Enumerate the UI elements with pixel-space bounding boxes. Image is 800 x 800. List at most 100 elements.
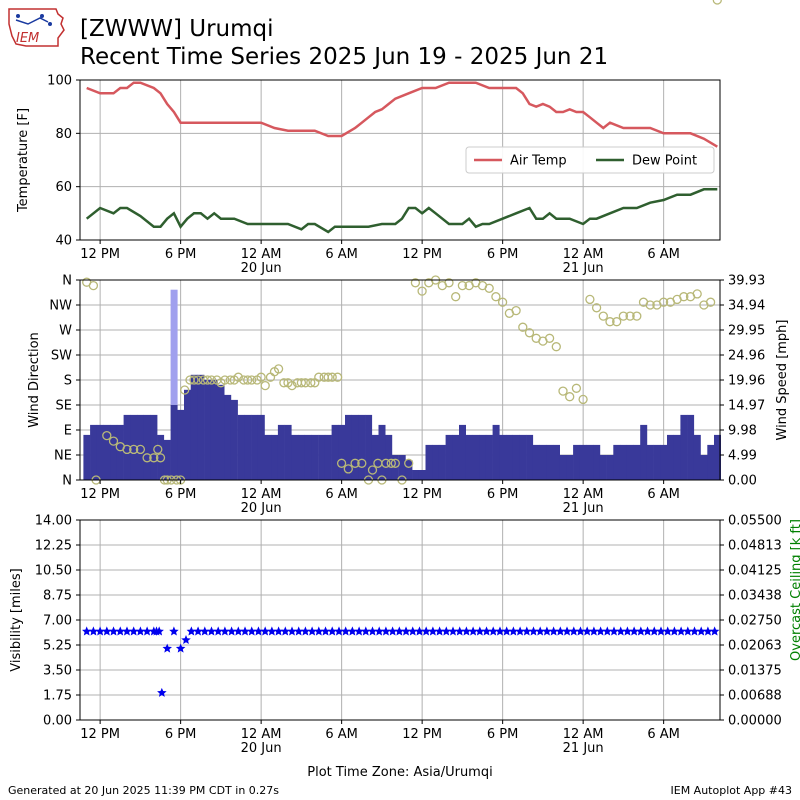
wind-speed-bar xyxy=(633,444,641,480)
wind-speed-bar xyxy=(546,444,554,480)
wind-direction-tick-label: NE xyxy=(54,449,72,464)
wind-speed-bar xyxy=(606,455,614,480)
wind-speed-bar xyxy=(324,434,332,480)
wind-speed-bar xyxy=(700,455,708,480)
wind-direction-point xyxy=(327,372,337,382)
wind-direction-point xyxy=(679,292,689,302)
visibility-point xyxy=(374,626,384,636)
visibility-point xyxy=(461,626,472,636)
wind-direction-point xyxy=(273,364,284,374)
visibility-point xyxy=(696,626,706,636)
visibility-point xyxy=(157,687,167,697)
visibility-point xyxy=(636,626,646,636)
visibility-point xyxy=(115,626,125,636)
wind-speed-bar xyxy=(640,424,648,480)
wind-speed-bar xyxy=(338,424,346,480)
visibility-point xyxy=(481,626,492,636)
ceiling-tick-label: 0.00000 xyxy=(728,714,782,729)
visibility-point xyxy=(602,626,613,636)
visibility-point xyxy=(569,626,579,636)
wind-speed-bar xyxy=(506,434,513,480)
x-tick-label: 12 AM xyxy=(563,247,604,262)
visibility-point xyxy=(169,626,179,636)
wind-direction-point xyxy=(612,317,622,327)
wind-speed-bar xyxy=(452,434,460,480)
wind-speed-tick-label: 4.99 xyxy=(728,449,757,464)
wind-direction-point xyxy=(565,392,575,402)
wind-direction-point xyxy=(457,280,468,291)
wind-direction-point xyxy=(390,458,400,468)
chart-title: [ZWWW] Urumqi xyxy=(80,16,274,42)
visibility-point xyxy=(314,626,324,636)
x-tick-label: 12 PM xyxy=(80,727,120,742)
wind-direction-point xyxy=(142,453,152,463)
legend-dew-point-label: Dew Point xyxy=(632,154,697,169)
visibility-point xyxy=(575,626,586,636)
visibility-point xyxy=(181,635,191,644)
air-temp-line xyxy=(86,81,718,148)
wind-direction-tick-label: S xyxy=(64,374,72,389)
wind-direction-point xyxy=(357,458,367,468)
wind-direction-point xyxy=(233,372,243,382)
wind-speed-tick-label: 39.93 xyxy=(728,274,765,289)
visibility-point xyxy=(193,626,203,636)
wind-speed-bar xyxy=(277,424,285,480)
visibility-point xyxy=(347,626,358,636)
visibility-point xyxy=(414,626,425,636)
wind-speed-bar xyxy=(693,434,701,480)
visibility-point xyxy=(186,626,197,636)
wind-speed-bar xyxy=(566,455,574,480)
wind-speed-bar xyxy=(613,444,621,480)
wind-speed-bar xyxy=(345,414,352,480)
visibility-point xyxy=(689,626,700,636)
visibility-point xyxy=(468,626,478,636)
wind-direction-point xyxy=(296,378,307,388)
visibility-point xyxy=(401,626,411,636)
wind-speed-bar xyxy=(620,444,627,480)
wind-speed-bar xyxy=(271,434,279,480)
chart-subtitle: Recent Time Series 2025 Jun 19 - 2025 Ju… xyxy=(80,44,609,70)
temperature-plot-frame xyxy=(79,79,721,241)
generated-note: Generated at 20 Jun 2025 11:39 PM CDT in… xyxy=(8,784,280,797)
wind-speed-bar xyxy=(385,434,393,480)
visibility-point xyxy=(293,626,304,636)
wind-direction-point xyxy=(135,444,146,455)
visibility-point xyxy=(354,626,364,636)
visibility-point xyxy=(475,626,485,636)
wind-speed-bar xyxy=(284,424,292,480)
visibility-point xyxy=(522,626,532,636)
wind-speed-bar xyxy=(110,424,118,480)
wind-direction-point xyxy=(336,458,347,468)
wind-speed-bar xyxy=(358,414,366,480)
temperature-axis-label: Temperature [F] xyxy=(16,108,31,213)
visibility-tick-label: 8.75 xyxy=(43,589,72,604)
wind-direction-point xyxy=(256,372,266,382)
wind-direction-point xyxy=(645,300,655,310)
wind-direction-point xyxy=(225,375,235,385)
wind-speed-bar xyxy=(667,434,674,480)
visibility-axis-label: Visibility [miles] xyxy=(9,568,24,671)
x-tick-label: 6 PM xyxy=(487,487,518,502)
visibility-point xyxy=(495,626,505,636)
wind-direction-point xyxy=(367,465,378,475)
wind-speed-bar xyxy=(425,444,433,480)
wind-direction-point xyxy=(585,294,595,305)
visibility-point xyxy=(408,626,418,636)
wind-speed-bar xyxy=(418,470,426,480)
visibility-point xyxy=(175,643,186,653)
wind-direction-point xyxy=(591,303,602,313)
ceiling-tick-label: 0.05500 xyxy=(728,514,782,529)
wind-speed-bar xyxy=(304,434,312,480)
visibility-point xyxy=(434,626,445,636)
x-tick-label: 20 Jun xyxy=(241,261,282,276)
ceiling-tick-label: 0.02750 xyxy=(728,614,782,629)
visibility-point xyxy=(320,626,331,636)
x-tick-label: 6 PM xyxy=(487,727,518,742)
wind-speed-bar xyxy=(445,434,453,480)
visibility-point xyxy=(622,626,633,636)
wind-direction-point xyxy=(129,444,139,455)
wind-speed-bar xyxy=(251,414,259,480)
wind-speed-bar xyxy=(123,414,131,480)
visibility-point xyxy=(709,626,720,636)
wind-speed-bar xyxy=(526,434,534,480)
